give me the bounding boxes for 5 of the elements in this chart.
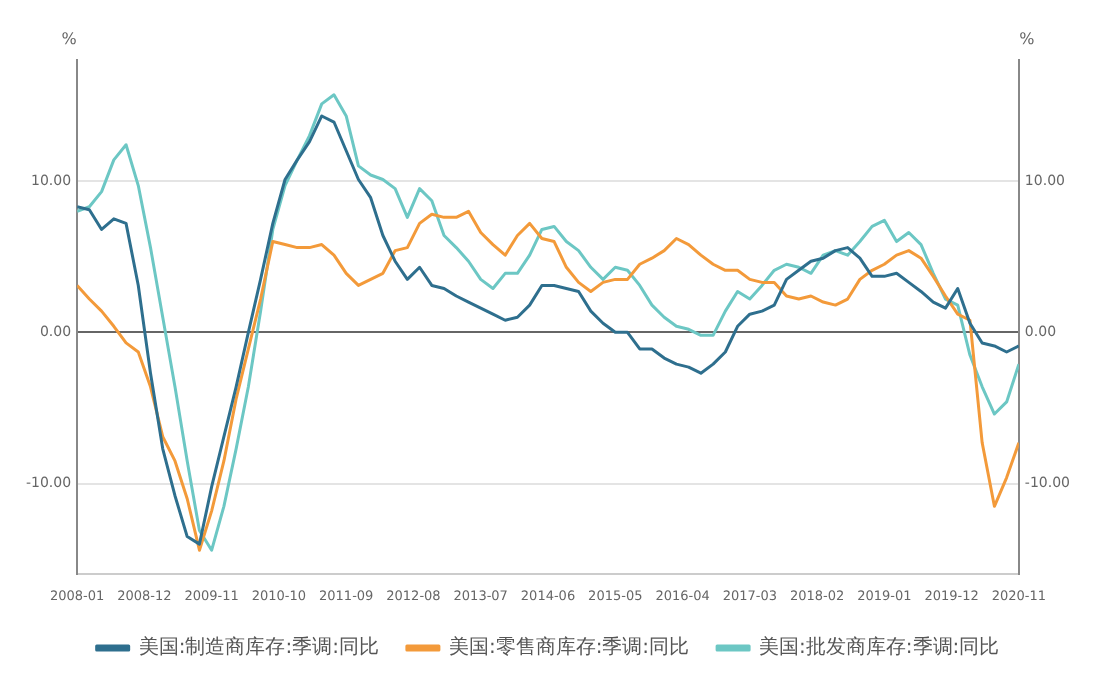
- legend-label: 美国:制造商库存:季调:同比: [138, 635, 379, 660]
- y2-axis-title: %: [1019, 30, 1036, 49]
- legend-label: 美国:批发商库存:季调:同比: [759, 635, 1000, 660]
- y-axis-title: %: [61, 30, 78, 49]
- legend-label: 美国:零售商库存:季调:同比: [448, 635, 690, 660]
